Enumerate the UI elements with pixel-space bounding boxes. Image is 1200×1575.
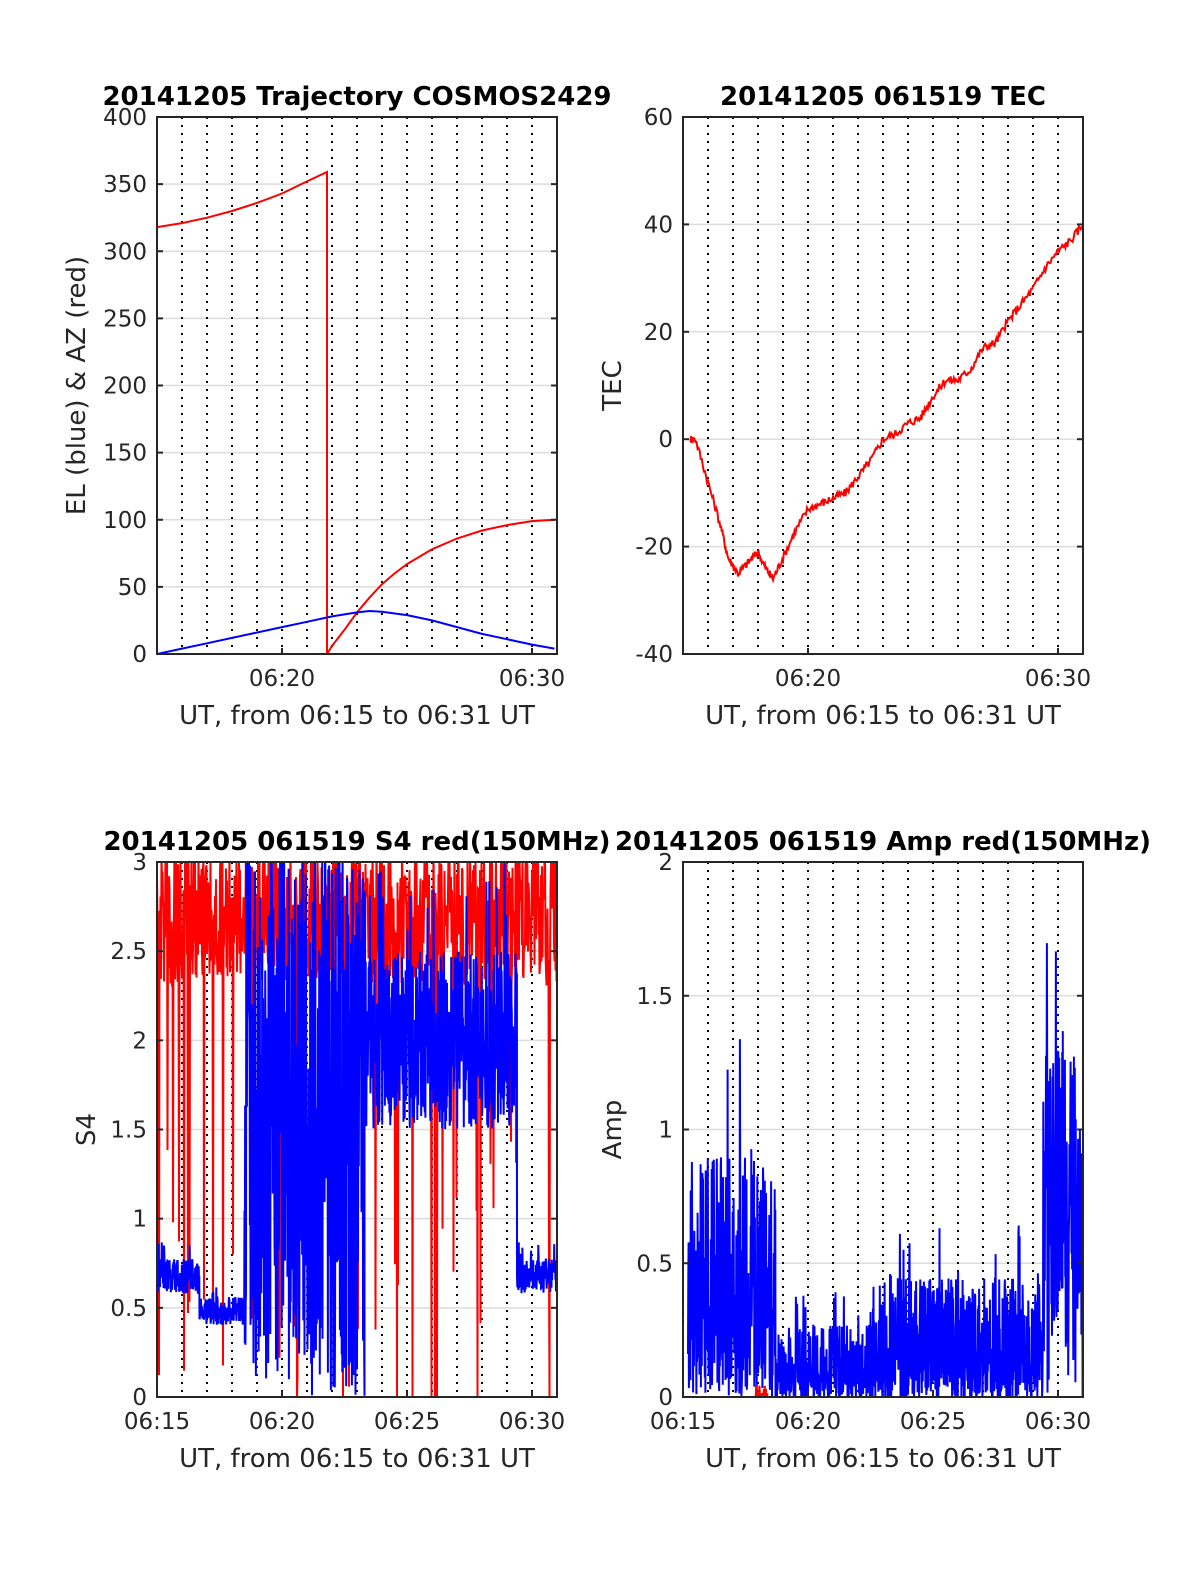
- chart-panel-3: 0 0.5 1 1.5 2 2.5 3 06:15 06:20 06:25 06:30 2014120…: [72, 827, 611, 1474]
- x-tick-label: 06:30: [499, 666, 565, 692]
- x-tick-label: 06:30: [1025, 1409, 1091, 1435]
- chart-panel-2: -40 -20 0 20 40 60 06:20 06:30 20141205 061519 T…: [598, 82, 1091, 731]
- series-line-1: [157, 170, 555, 654]
- chart-title: 20141205 061519 TEC: [720, 82, 1046, 112]
- x-tick-label: 06:30: [1025, 666, 1091, 692]
- y-tick-label: 100: [103, 508, 147, 534]
- y-tick-label: 250: [103, 306, 147, 332]
- chart-title: 20141205 Trajectory COSMOS2429: [102, 82, 611, 112]
- y-axis-label: Amp: [598, 1100, 628, 1160]
- y-tick-label: 0: [658, 1385, 673, 1411]
- y-tick-label: 2: [658, 850, 673, 876]
- x-tick-label: 06:30: [499, 1409, 565, 1435]
- y-tick-label: 50: [118, 575, 147, 601]
- y-tick-label: 150: [103, 441, 147, 467]
- y-tick-label: 40: [644, 212, 673, 238]
- y-tick-label: 1.5: [636, 984, 673, 1010]
- y-tick-label: 2: [132, 1028, 147, 1054]
- x-tick-label: 06:20: [249, 666, 315, 692]
- series-line-2: [157, 609, 555, 654]
- series-line-2: [157, 862, 557, 1396]
- plot-area: [157, 170, 555, 654]
- axes-box: [682, 116, 1084, 655]
- x-tick-label: 06:20: [249, 1409, 315, 1435]
- y-tick-label: 0.5: [110, 1296, 147, 1322]
- x-tick-label: 06:20: [775, 666, 841, 692]
- chart-title: 20141205 061519 Amp red(150MHz): [615, 827, 1151, 857]
- y-tick-label: 0: [658, 427, 673, 453]
- x-tick-label: 06:15: [124, 1409, 190, 1435]
- x-tick-label: 06:20: [775, 1409, 841, 1435]
- chart-title: 20141205 061519 S4 red(150MHz): [103, 827, 610, 857]
- chart-panel-1: 0 50 100 150 200 250 300 350 400 06:20 06:30 201412…: [62, 82, 612, 731]
- y-tick-label: 3: [132, 850, 147, 876]
- y-tick-label: 2.5: [110, 939, 147, 965]
- x-tick-label: 06:15: [650, 1409, 716, 1435]
- plot-area: [687, 943, 1083, 1397]
- y-axis-label: EL (blue) & AZ (red): [62, 256, 92, 515]
- y-tick-label: 0.5: [636, 1251, 673, 1277]
- y-tick-label: 200: [103, 374, 147, 400]
- plot-area: [689, 224, 1083, 584]
- y-axis-label: S4: [72, 1113, 102, 1146]
- y-tick-label: 20: [644, 320, 673, 346]
- chart-panel-4: 0 0.5 1 1.5 2 06:15 06:20 06:25 06:30 20141205 06…: [598, 827, 1151, 1474]
- y-tick-label: -20: [635, 535, 673, 561]
- y-tick-label: 1.5: [110, 1118, 147, 1144]
- x-axis-label: UT, from 06:15 to 06:31 UT: [705, 701, 1061, 731]
- y-tick-label: 300: [103, 239, 147, 265]
- y-tick-label: 400: [103, 105, 147, 131]
- x-axis-label: UT, from 06:15 to 06:31 UT: [179, 1444, 535, 1474]
- y-tick-label: 1: [658, 1118, 673, 1144]
- x-axis-label: UT, from 06:15 to 06:31 UT: [179, 701, 535, 731]
- x-tick-label: 06:25: [374, 1409, 440, 1435]
- series-line-1: [687, 943, 1083, 1397]
- y-tick-label: 1: [132, 1207, 147, 1233]
- y-tick-label: 350: [103, 172, 147, 198]
- x-tick-label: 06:25: [900, 1409, 966, 1435]
- y-tick-label: 0: [132, 1385, 147, 1411]
- plot-area: [157, 862, 557, 1397]
- series-line-1: [689, 224, 1083, 584]
- y-tick-label: 60: [644, 105, 673, 131]
- x-axis-label: UT, from 06:15 to 06:31 UT: [705, 1444, 1061, 1474]
- y-tick-label: 0: [132, 642, 147, 668]
- y-axis-label: TEC: [598, 360, 628, 411]
- y-tick-label: -40: [635, 642, 673, 668]
